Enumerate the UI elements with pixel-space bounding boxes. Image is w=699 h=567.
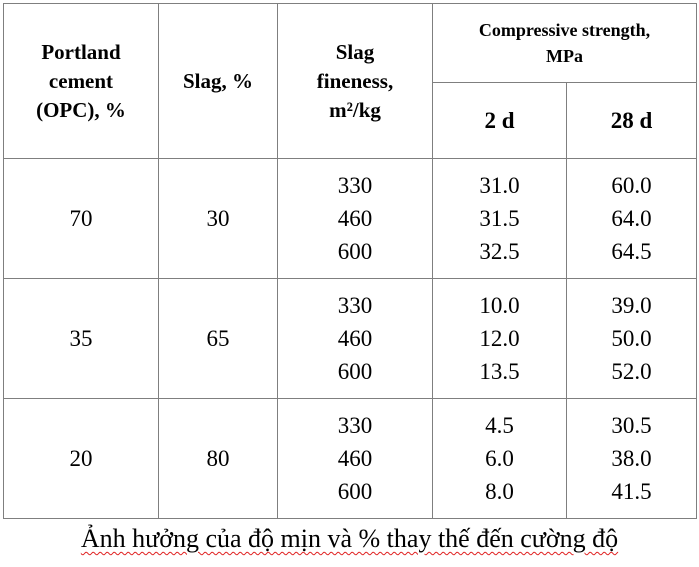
header-cell: Portland cement (OPC), % <box>3 3 159 159</box>
cell: 65 <box>158 278 278 399</box>
cell-line: cement <box>48 68 114 93</box>
cell-line: 39.0 <box>611 293 652 318</box>
header-cell: 28 d <box>566 82 697 159</box>
cell-line: 64.5 <box>611 239 652 264</box>
cell-line: 460 <box>337 446 373 471</box>
cell-line: 600 <box>337 479 373 504</box>
cell-line: 12.0 <box>479 326 520 351</box>
table-body: Portland cement (OPC), % Slag, % Slag finen… <box>3 3 697 519</box>
cell: 330 460 600 <box>277 158 433 279</box>
header-row: 2 d 28 d <box>4 82 697 159</box>
cell-line: 60.0 <box>611 173 652 198</box>
header-cell: Slag, % <box>158 3 278 159</box>
cell: 30 <box>158 158 278 279</box>
cell-line: 600 <box>337 359 373 384</box>
cell-line: Portland <box>41 39 121 64</box>
cell-line: 10.0 <box>479 293 520 318</box>
cell-line: 330 <box>337 293 373 318</box>
cell-line: (OPC), % <box>36 97 126 122</box>
caption: Ảnh hưởng của độ mịn và % thay thế đến c… <box>80 524 619 553</box>
cell-line: 460 <box>337 206 373 231</box>
cell-line: 31.5 <box>479 206 520 231</box>
cell-line: Slag, % <box>182 68 253 93</box>
cell: 4.5 6.0 8.0 <box>432 398 567 519</box>
cell: 10.0 12.0 13.5 <box>432 278 567 399</box>
cell-line: Compressive strength, <box>478 20 651 40</box>
cell-line: 64.0 <box>611 206 652 231</box>
cell-line: fineness, <box>316 68 394 93</box>
cell-line: 32.5 <box>479 239 520 264</box>
cell: 330 460 600 <box>277 278 433 399</box>
cell-line: 330 <box>337 413 373 438</box>
cell: 30.5 38.0 41.5 <box>566 398 697 519</box>
cell-line: 8.0 <box>485 479 514 504</box>
cell-line: MPa <box>546 46 583 66</box>
cell-line: 13.5 <box>479 359 520 384</box>
cell-line: 30.5 <box>611 413 652 438</box>
data-table: Portland cement (OPC), % Slag, % Slag finen… <box>3 3 697 519</box>
cell: 20 <box>3 398 159 519</box>
data-row: 35 65 330 460 600 10.0 12.0 13.5 39.0 50.0 52.0 <box>3 278 697 399</box>
header-cell: Compressive strength, MPa <box>432 3 697 83</box>
cell: 80 <box>158 398 278 519</box>
header-row: Portland cement (OPC), % Slag, % Slag finen… <box>3 3 697 159</box>
cell-line: 38.0 <box>611 446 652 471</box>
data-row: 70 30 330 460 600 31.0 31.5 32.5 60.0 64.0 64.5 <box>3 158 697 279</box>
header-cell: Slag fineness, m²/kg <box>277 3 433 159</box>
data-row: 20 80 330 460 600 4.5 6.0 8.0 30.5 38.0 41.5 <box>3 398 697 519</box>
cell-line: 41.5 <box>611 479 652 504</box>
cell-line: 4.5 <box>485 413 514 438</box>
cell: 60.0 64.0 64.5 <box>566 158 697 279</box>
cell-line: 600 <box>337 239 373 264</box>
cell-line: 50.0 <box>611 326 652 351</box>
cell-line: Slag <box>335 39 375 64</box>
cell: 70 <box>3 158 159 279</box>
cell-line: 31.0 <box>479 173 520 198</box>
cell: 35 <box>3 278 159 399</box>
cell-line: 52.0 <box>611 359 652 384</box>
cell: 39.0 50.0 52.0 <box>566 278 697 399</box>
header-cell: 2 d <box>432 82 567 159</box>
cell-line: 330 <box>337 173 373 198</box>
cell-line: 460 <box>337 326 373 351</box>
cell-line: 6.0 <box>485 446 514 471</box>
cell: 31.0 31.5 32.5 <box>432 158 567 279</box>
cell: 330 460 600 <box>277 398 433 519</box>
cell-line: m²/kg <box>329 97 381 122</box>
